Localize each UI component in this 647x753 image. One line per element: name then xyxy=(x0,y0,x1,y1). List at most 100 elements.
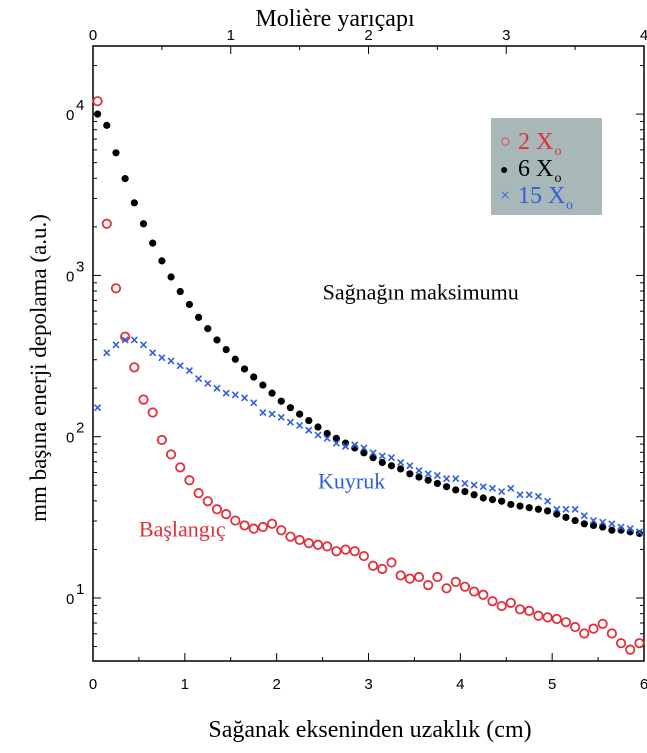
data-point-15xo xyxy=(231,391,239,399)
data-point-2xo xyxy=(248,523,259,534)
x-tick-label: 2 xyxy=(272,676,280,693)
data-point-15xo xyxy=(599,518,607,526)
data-point-6xo xyxy=(158,257,166,265)
data-point-15xo xyxy=(589,517,598,525)
data-point-6xo xyxy=(553,510,561,518)
data-point-6xo xyxy=(589,521,598,530)
data-point-2xo xyxy=(597,618,608,629)
data-point-15xo xyxy=(488,484,497,492)
data-point-6xo xyxy=(121,175,129,183)
series-layer xyxy=(92,96,645,655)
data-point-6xo xyxy=(599,523,607,531)
series-circle-open xyxy=(92,96,645,655)
data-point-6xo xyxy=(571,516,579,525)
data-point-15xo xyxy=(406,462,414,470)
data-point-2xo xyxy=(478,589,489,600)
data-point-6xo xyxy=(424,476,432,484)
data-point-6xo xyxy=(149,239,157,247)
data-point-15xo xyxy=(351,441,359,449)
data-point-2xo xyxy=(579,628,590,639)
data-point-15xo xyxy=(103,349,111,357)
data-point-6xo xyxy=(433,479,441,488)
top-tick-label: 1 xyxy=(227,27,235,44)
y-tick-exponent: 1 xyxy=(76,581,84,598)
data-point-6xo xyxy=(543,507,552,515)
top-tick-label: 4 xyxy=(640,27,647,44)
data-point-2xo xyxy=(340,544,351,555)
data-point-15xo xyxy=(369,449,377,457)
data-point-15xo xyxy=(498,487,506,496)
data-point-15xo xyxy=(259,408,267,417)
data-point-15xo xyxy=(213,384,221,392)
data-point-6xo xyxy=(185,300,194,309)
data-point-2xo xyxy=(92,96,103,107)
legend-label: 15 X xyxy=(518,183,565,209)
data-point-6xo xyxy=(488,496,497,504)
data-point-6xo xyxy=(286,404,295,412)
data-point-6xo xyxy=(167,273,175,281)
data-point-15xo xyxy=(296,421,304,429)
data-point-15xo xyxy=(332,439,340,447)
data-point-15xo xyxy=(608,520,616,528)
data-point-6xo xyxy=(213,336,221,344)
data-point-15xo xyxy=(534,492,542,500)
data-point-2xo xyxy=(349,546,360,557)
data-point-2xo xyxy=(138,394,149,405)
data-point-6xo xyxy=(176,287,184,296)
data-point-15xo xyxy=(525,491,533,499)
data-point-2xo xyxy=(129,362,140,373)
data-point-15xo xyxy=(130,336,138,344)
data-point-2xo xyxy=(165,449,177,460)
data-point-15xo xyxy=(185,367,193,375)
data-point-6xo xyxy=(580,520,588,528)
data-point-2xo xyxy=(285,531,296,542)
data-point-6xo xyxy=(231,355,239,363)
data-point-6xo xyxy=(93,110,102,118)
data-point-2xo xyxy=(606,628,617,639)
data-point-15xo xyxy=(562,505,570,513)
data-point-2xo xyxy=(505,597,516,608)
data-point-2xo xyxy=(496,600,507,612)
data-point-2xo xyxy=(294,534,305,546)
data-point-15xo xyxy=(571,505,579,513)
y-tick-exponent: 3 xyxy=(76,258,84,275)
data-point-2xo xyxy=(615,638,627,649)
data-point-6xo xyxy=(442,483,451,491)
data-point-2xo xyxy=(588,623,599,634)
data-point-15xo xyxy=(378,452,386,460)
data-point-15xo xyxy=(314,431,322,439)
data-point-2xo xyxy=(386,557,397,568)
data-point-15xo xyxy=(433,471,441,479)
data-point-2xo xyxy=(367,560,379,571)
annotation-label: Kuyruk xyxy=(318,468,385,493)
y-tick-label: 0 xyxy=(66,268,74,285)
data-point-2xo xyxy=(423,579,434,591)
x-tick-label: 6 xyxy=(640,676,647,693)
data-point-6xo xyxy=(103,121,111,129)
data-point-2xo xyxy=(211,504,223,515)
data-point-6xo xyxy=(332,434,340,442)
data-point-15xo xyxy=(360,444,368,452)
data-point-2xo xyxy=(266,518,278,529)
y-axis-label: mm başına enerji depolama (a.u.) xyxy=(26,214,51,522)
data-point-6xo xyxy=(204,325,212,333)
y-tick-label: 0 xyxy=(66,430,74,447)
data-point-2xo xyxy=(276,525,287,536)
data-point-2xo xyxy=(193,488,204,499)
data-point-6xo xyxy=(250,373,258,381)
data-point-15xo xyxy=(553,505,561,513)
data-point-15xo xyxy=(580,512,588,520)
data-point-2xo xyxy=(322,541,333,552)
data-point-15xo xyxy=(149,349,157,357)
data-point-15xo xyxy=(240,394,249,402)
top-tick-label: 3 xyxy=(502,27,510,44)
data-point-6xo xyxy=(470,491,478,499)
data-point-6xo xyxy=(240,365,249,373)
x-tick-label: 1 xyxy=(181,676,189,693)
data-point-6xo xyxy=(305,416,313,425)
data-point-2xo xyxy=(441,583,452,594)
annotation-label: Sağnağın maksimumu xyxy=(323,280,519,305)
data-point-15xo xyxy=(112,341,120,349)
data-point-2xo xyxy=(450,576,461,587)
